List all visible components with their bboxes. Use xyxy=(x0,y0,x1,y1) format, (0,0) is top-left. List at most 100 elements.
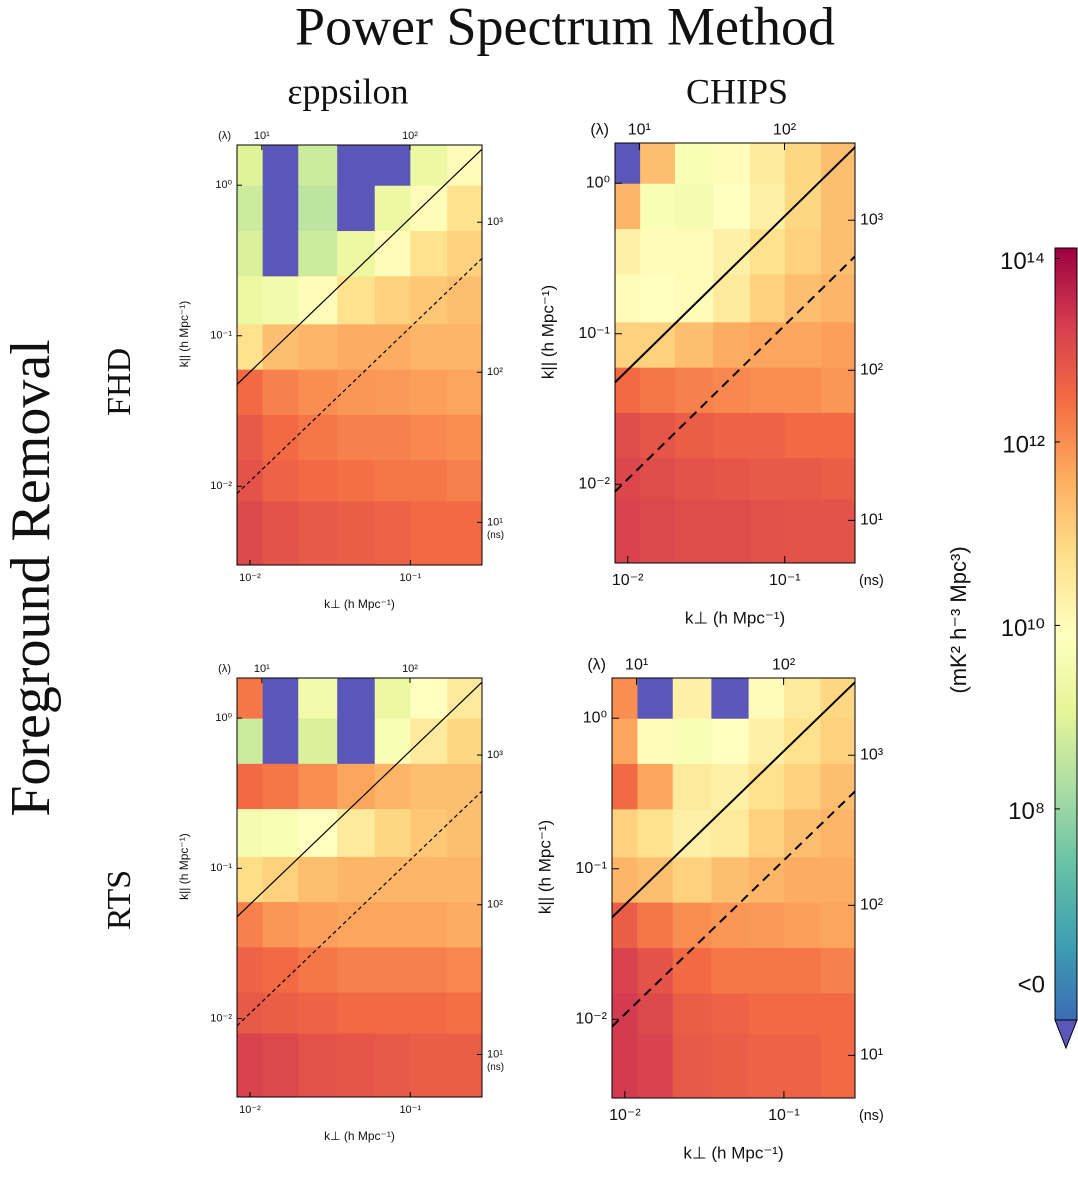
y-tick-label: 10⁻¹ xyxy=(578,325,610,342)
heatmap-cell xyxy=(262,459,299,502)
heatmap-cell xyxy=(447,992,483,1034)
y2-tick-label: 10² xyxy=(860,362,884,379)
heatmap-cell xyxy=(374,185,411,232)
plot-frame xyxy=(236,677,483,1098)
heatmap-cell xyxy=(237,145,264,186)
x2-tick-label: 10¹ xyxy=(254,663,270,675)
heatmap-cell xyxy=(615,183,641,230)
heatmap-cell xyxy=(237,763,264,810)
y2-tick-label: 10¹ xyxy=(860,512,883,529)
y-tick-label: 10⁻¹ xyxy=(575,860,607,877)
heatmap-cell xyxy=(374,808,411,857)
y-tick-label: 10⁰ xyxy=(215,712,232,724)
heatmap-cell xyxy=(783,763,822,810)
heatmap-cell xyxy=(337,500,376,566)
row-label: FHD xyxy=(101,348,138,416)
heatmap-cell xyxy=(237,323,264,370)
heatmap-cell xyxy=(674,367,714,413)
heatmap-cell xyxy=(820,763,856,810)
heatmap-cell xyxy=(337,275,376,325)
heatmap-cell xyxy=(262,414,299,461)
heatmap-cell xyxy=(447,718,483,764)
heatmap-cell xyxy=(713,498,751,564)
x2-tick-label: 10¹ xyxy=(254,130,270,142)
heatmap-cell xyxy=(298,856,338,903)
heatmap-cell xyxy=(410,946,448,993)
heatmap-cell xyxy=(447,500,483,566)
heatmap-cell xyxy=(783,902,822,948)
heatmap-cell xyxy=(612,902,638,948)
heatmap-cell xyxy=(298,718,338,764)
heatmap-cell xyxy=(447,808,483,857)
heatmap-cell xyxy=(820,498,856,564)
heatmap-cell xyxy=(237,500,264,566)
heatmap-cell xyxy=(237,369,264,415)
heatmap-cell xyxy=(749,498,786,564)
heatmap-cell xyxy=(262,946,299,993)
heatmap-cell xyxy=(447,323,483,370)
heatmap-cell xyxy=(337,901,376,948)
x-tick-label: 10⁻¹ xyxy=(399,1104,421,1116)
y-tick-label: 10⁻² xyxy=(578,476,610,493)
heatmap-cell xyxy=(711,992,750,1035)
heatmap-cell xyxy=(820,273,856,323)
heatmap-cell xyxy=(711,902,750,948)
heatmap-cell xyxy=(820,367,856,413)
heatmap-cell xyxy=(337,1033,376,1098)
heatmap-cell xyxy=(410,856,448,903)
heatmap-cell xyxy=(410,901,448,948)
heatmap-cell xyxy=(672,808,712,858)
x-tick-label: 10⁻¹ xyxy=(769,572,801,589)
heatmap-cell xyxy=(262,145,299,186)
heatmap-cell xyxy=(820,947,856,994)
heatmap-cell xyxy=(748,763,785,810)
heatmap-cell xyxy=(820,457,856,500)
heatmap-cell xyxy=(783,992,822,1035)
heatmap-cell xyxy=(337,369,376,415)
heatmap-cell xyxy=(337,992,376,1034)
heatmap-cell xyxy=(749,273,786,323)
heatmap-cell xyxy=(640,412,676,459)
x2-tick-label: 10² xyxy=(402,130,418,142)
x2-unit: (λ) xyxy=(587,656,606,673)
heatmap-cell xyxy=(262,718,299,764)
heatmap-cell xyxy=(374,145,411,186)
heatmap-cell xyxy=(298,230,338,277)
heatmap-cell xyxy=(820,183,856,230)
heatmap-cell xyxy=(674,457,714,500)
heatmap-cell xyxy=(298,992,338,1034)
x-tick-label: 10⁻¹ xyxy=(399,572,421,584)
y2-tick-label: 10¹ xyxy=(860,1047,883,1064)
heatmap-cell xyxy=(447,459,483,502)
y-tick-label: 10⁻¹ xyxy=(210,862,232,874)
heatmap-cell xyxy=(374,678,411,719)
heatmap-panel: 10⁻² 10⁻¹ 10⁰ 10⁻¹ 10⁻² 10¹ 10² 10¹ 10² 10³ (λ) (ns… xyxy=(538,121,883,627)
heatmap-cell xyxy=(713,457,751,500)
heatmap-cell xyxy=(410,145,448,186)
x-axis-label: k⊥ (h Mpc⁻¹) xyxy=(324,597,395,611)
row-group-label: Foreground Removal xyxy=(0,339,62,816)
heatmap-cell xyxy=(672,902,712,948)
heatmap-cell xyxy=(612,763,638,810)
x2-tick-label: 10¹ xyxy=(628,121,651,138)
heatmap-cell xyxy=(237,1033,264,1098)
heatmap-cell xyxy=(298,763,338,810)
y-tick-label: 10⁻² xyxy=(575,1011,607,1028)
heatmap-cell xyxy=(298,369,338,415)
y-axis-label: k|| (h Mpc⁻¹) xyxy=(538,285,557,379)
heatmap-cell xyxy=(298,185,338,232)
buffer-line xyxy=(236,257,483,495)
heatmap-cell xyxy=(637,808,674,858)
heatmap-cell xyxy=(410,718,448,764)
heatmap-cell xyxy=(784,273,822,323)
heatmap-cell xyxy=(749,367,786,413)
heatmap-cell xyxy=(262,992,299,1034)
heatmap-cell xyxy=(237,459,264,502)
y-axis-label: k|| (h Mpc⁻¹) xyxy=(535,820,554,914)
heatmap-cell xyxy=(298,678,338,719)
horizon-line xyxy=(611,681,856,919)
y-tick-label: 10⁻¹ xyxy=(210,330,232,342)
buffer-line xyxy=(236,790,483,1027)
heatmap-cell xyxy=(410,763,448,810)
heatmap-cell xyxy=(711,947,750,994)
